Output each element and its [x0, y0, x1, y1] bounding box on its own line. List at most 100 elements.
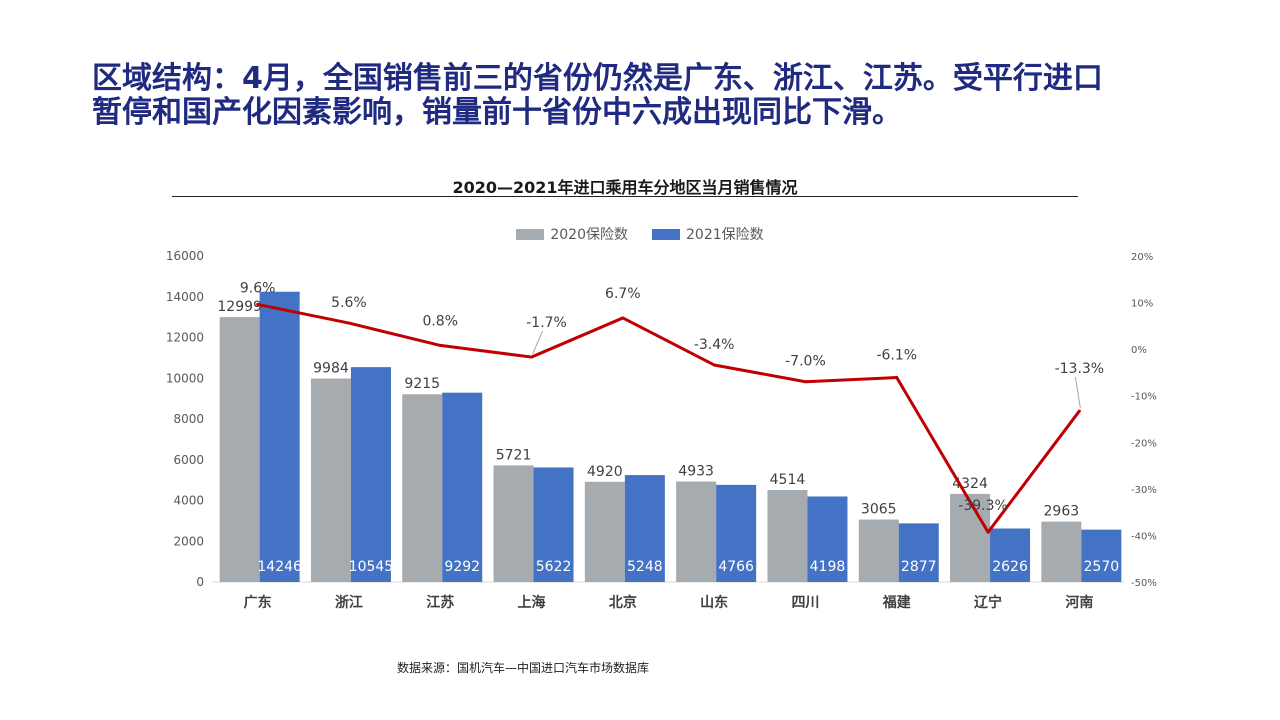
bar-2021: [442, 392, 483, 582]
headline: 区域结构：4月，全国销售前三的省份仍然是广东、浙江、江苏。受平行进口 暂停和国产…: [92, 62, 1242, 130]
growth-point: [530, 355, 534, 359]
bar-2021: [350, 367, 391, 582]
growth-point: [895, 376, 899, 380]
data-label-2021: 9292: [444, 559, 480, 575]
x-tick-label: 北京: [609, 594, 637, 611]
legend-item-2021: 2021保险数: [652, 224, 764, 244]
legend-label-2021: 2021保险数: [686, 227, 764, 243]
y-left-tick-label: 12000: [166, 331, 204, 345]
growth-label: 0.8%: [422, 313, 458, 329]
growth-point: [621, 316, 625, 320]
headline-line-2: 暂停和国产化因素影响，销量前十省份中六成出现同比下滑。: [92, 95, 902, 130]
bar-2020: [402, 394, 443, 582]
data-label-2020: 4933: [678, 463, 714, 479]
y-left-tick-label: 14000: [166, 290, 204, 304]
data-label-2020: 2963: [1044, 504, 1080, 520]
growth-point: [347, 321, 351, 325]
y-right-tick-label: -20%: [1131, 438, 1157, 449]
growth-label-leader: [1074, 377, 1081, 409]
data-label-2021: 2626: [992, 559, 1028, 575]
bar-2020: [676, 481, 717, 582]
growth-point: [803, 380, 807, 384]
data-label-2021: 14246: [257, 559, 302, 575]
y-left-tick-label: 6000: [173, 453, 204, 467]
growth-point: [712, 363, 716, 367]
growth-label: -6.1%: [876, 348, 917, 364]
data-label-2021: 2877: [901, 559, 937, 575]
y-right-tick-label: 20%: [1131, 252, 1153, 263]
data-label-2020: 4514: [770, 472, 806, 488]
growth-point: [438, 343, 442, 347]
x-tick-label: 上海: [518, 594, 546, 611]
title-rule: [172, 196, 1078, 197]
source-note: 数据来源：国机汽车—中国进口汽车市场数据库: [397, 661, 650, 675]
x-tick-label: 浙江: [335, 594, 363, 611]
bar-2020: [767, 490, 808, 582]
bar-2020: [219, 317, 260, 582]
y-right-tick-label: 0%: [1131, 345, 1147, 356]
x-tick-label: 江苏: [426, 594, 454, 611]
x-tick-label: 河南: [1065, 594, 1093, 611]
data-label-2020: 12999: [217, 299, 262, 315]
data-label-2021: 4766: [718, 559, 754, 575]
headline-line-1: 区域结构：4月，全国销售前三的省份仍然是广东、浙江、江苏。受平行进口: [92, 61, 1103, 96]
x-tick-label: 山东: [700, 594, 728, 611]
growth-point: [986, 530, 990, 534]
legend-swatch-2021: [652, 228, 680, 240]
growth-point: [1077, 409, 1081, 413]
growth-label: -13.3%: [1055, 361, 1105, 377]
data-label-2020: 4920: [587, 464, 623, 480]
growth-label: 5.6%: [331, 295, 367, 311]
bar-2021: [624, 475, 665, 582]
y-left-tick-label: 16000: [166, 249, 204, 263]
y-right-tick-label: -10%: [1131, 392, 1157, 403]
bar-2021: [716, 484, 757, 582]
data-label-2020: 9984: [313, 361, 349, 377]
bar-2020: [584, 481, 625, 582]
y-left-tick-label: 0: [196, 575, 204, 589]
bar-2020: [1041, 521, 1082, 582]
bar-2020: [493, 465, 534, 582]
x-tick-label: 辽宁: [974, 594, 1002, 611]
growth-label: -7.0%: [785, 354, 826, 370]
growth-label: -39.3%: [958, 498, 1008, 514]
growth-label-leader: [532, 330, 544, 355]
legend-label-2020: 2020保险数: [550, 227, 628, 243]
y-left-tick-label: 2000: [173, 534, 204, 548]
legend-item-2020: 2020保险数: [516, 224, 628, 244]
data-label-2020: 9215: [404, 376, 440, 392]
bar-2020: [950, 493, 991, 582]
y-right-tick-label: -40%: [1131, 531, 1157, 542]
x-tick-label: 广东: [244, 594, 272, 611]
bar-2021: [259, 291, 300, 582]
y-left-tick-label: 10000: [166, 371, 204, 385]
chart-title: 2020—2021年进口乘用车分地区当月销售情况: [452, 178, 798, 197]
legend-swatch-2020: [516, 228, 545, 240]
data-label-2021: 10545: [349, 559, 394, 575]
x-tick-label: 福建: [882, 594, 911, 611]
y-right-tick-label: 10%: [1131, 299, 1153, 310]
bar-2021: [533, 467, 574, 582]
x-tick-label: 四川: [791, 595, 819, 611]
growth-label: 6.7%: [605, 286, 641, 302]
y-right-tick-label: -30%: [1131, 485, 1157, 496]
bar-2021: [990, 528, 1031, 582]
data-label-2021: 2570: [1084, 559, 1120, 575]
growth-label: -3.4%: [694, 337, 735, 353]
y-left-tick-label: 8000: [173, 412, 204, 426]
data-label-2021: 4198: [810, 559, 846, 575]
data-label-2021: 5248: [627, 559, 663, 575]
chart-legend: 2020保险数 2021保险数: [0, 224, 1280, 244]
bar-2020: [858, 519, 899, 582]
growth-line: [257, 302, 1081, 534]
bar-2021: [807, 496, 848, 582]
data-label-2021: 5622: [536, 559, 572, 575]
growth-label: 9.6%: [240, 280, 276, 296]
data-label-2020: 3065: [861, 502, 897, 518]
y-right-tick-label: -50%: [1131, 578, 1157, 589]
bar-2021: [898, 523, 939, 582]
data-label-2020: 5721: [496, 447, 532, 463]
y-left-tick-label: 4000: [173, 494, 204, 508]
growth-point: [256, 302, 260, 306]
